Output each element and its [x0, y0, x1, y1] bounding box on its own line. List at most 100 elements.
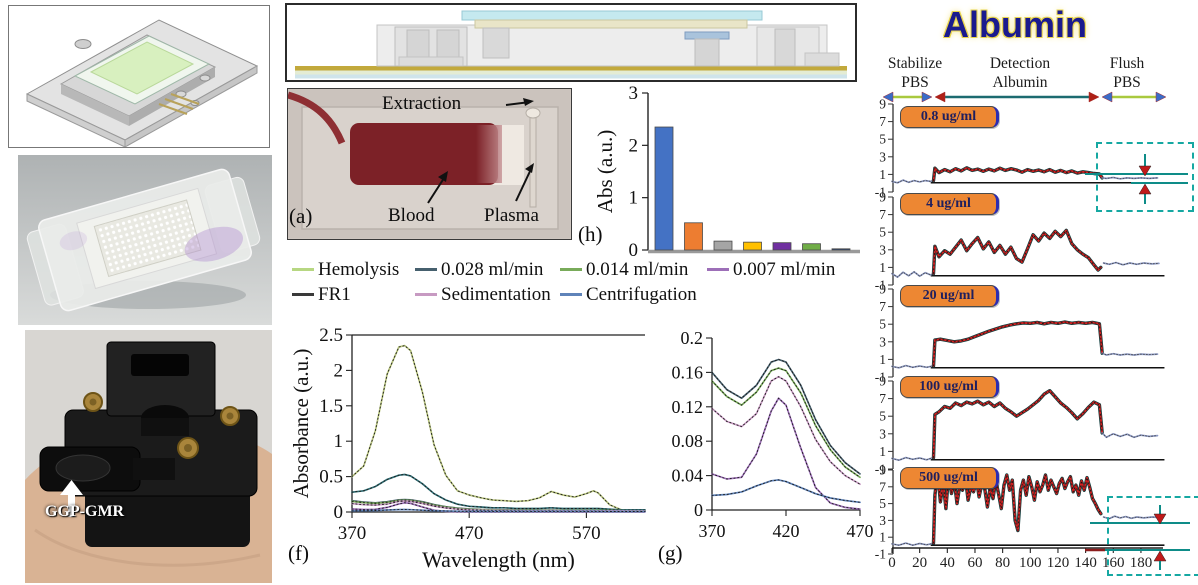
svg-text:7: 7 — [879, 207, 886, 222]
concentration-badge: 100 ug/ml — [900, 376, 999, 398]
cross-section-drawing — [295, 10, 847, 79]
delta-arrows-icon — [1085, 154, 1188, 204]
panel-a-label: (a) — [289, 204, 313, 228]
cross-section-schematic — [285, 3, 857, 82]
legend-label: Centrifugation — [586, 283, 697, 305]
device-photo — [25, 330, 272, 583]
svg-text:120: 120 — [1047, 555, 1070, 571]
svg-text:420: 420 — [773, 521, 800, 541]
legend-item-0028: 0.028 ml/min — [415, 257, 560, 282]
svg-text:9: 9 — [879, 374, 886, 389]
svg-text:1: 1 — [879, 260, 886, 275]
legend-item-0014: 0.014 ml/min — [560, 257, 707, 282]
phase-text: Albumin — [992, 74, 1048, 92]
svg-text:3: 3 — [879, 242, 886, 257]
svg-text:-1: -1 — [875, 462, 886, 477]
phase-text: Detection — [989, 55, 1051, 72]
svg-text:2.5: 2.5 — [319, 325, 343, 346]
panel-h-label: (h) — [578, 222, 603, 246]
svg-text:-1: -1 — [875, 278, 886, 293]
svg-text:5: 5 — [879, 496, 886, 511]
signal-delta-box — [1096, 142, 1194, 212]
svg-text:1: 1 — [629, 188, 639, 209]
svg-text:3: 3 — [879, 513, 886, 528]
legend-swatch — [415, 293, 437, 296]
blood-chip-drawing — [288, 89, 570, 238]
svg-text:5: 5 — [879, 132, 886, 147]
svg-text:1.5: 1.5 — [319, 396, 343, 417]
svg-text:1: 1 — [879, 530, 886, 545]
cad-chip-drawing — [25, 19, 259, 147]
svg-text:3: 3 — [629, 85, 639, 104]
svg-text:0: 0 — [334, 502, 344, 523]
chip-photo-drawing — [18, 155, 272, 325]
svg-text:7: 7 — [879, 479, 886, 494]
spectra-chart-f: 0 0.5 1 1.5 2 2.5 370 470 570 Absorbance (a.u.) Wa… — [289, 325, 646, 572]
svg-text:0: 0 — [694, 500, 703, 520]
svg-text:Absorbance (a.u.): Absorbance (a.u.) — [289, 349, 313, 499]
extraction-label: Extraction — [382, 93, 462, 114]
svg-text:-1: -1 — [875, 370, 886, 385]
legend-label: 0.014 ml/min — [586, 258, 689, 280]
plasma-label: Plasma — [484, 205, 539, 226]
concentration-badge: 20 ug/ml — [900, 285, 999, 307]
device-photo-drawing — [25, 330, 272, 583]
svg-text:180: 180 — [1130, 555, 1153, 571]
svg-text:3: 3 — [879, 334, 886, 349]
ggp-gmr-label: GGP-GMR — [45, 503, 125, 520]
svg-text:140: 140 — [1074, 555, 1097, 571]
chip-photo — [18, 155, 272, 325]
legend-swatch — [560, 293, 582, 296]
svg-text:2: 2 — [334, 360, 344, 381]
svg-text:7: 7 — [879, 299, 886, 314]
svg-text:5: 5 — [879, 317, 886, 332]
svg-text:1: 1 — [879, 444, 886, 459]
svg-text:100: 100 — [1019, 555, 1042, 571]
phase-text: Stabilize — [887, 55, 943, 72]
legend-item-0007: 0.007 ml/min — [707, 257, 857, 282]
svg-text:0.12: 0.12 — [672, 397, 704, 417]
albumin-title: Albumin — [943, 4, 1087, 45]
legend-swatch — [292, 293, 314, 296]
svg-text:9: 9 — [879, 190, 886, 205]
phase-label-flush: Flush PBS — [1092, 54, 1162, 93]
legend-label: Hemolysis — [318, 258, 400, 280]
legend-swatch — [560, 268, 582, 271]
spectra-legend: Hemolysis 0.028 ml/min 0.014 ml/min 0.00… — [292, 257, 857, 307]
annotation-arrows — [427, 98, 534, 204]
svg-text:2: 2 — [629, 135, 639, 156]
svg-text:0.16: 0.16 — [672, 362, 704, 382]
phase-label-detection: Detection Albumin — [958, 54, 1082, 93]
legend-item-centrifugation: Centrifugation — [560, 282, 707, 307]
svg-text:-1: -1 — [875, 547, 886, 562]
concentration-badge: 500 ug/ml — [900, 467, 999, 489]
svg-text:0.2: 0.2 — [681, 328, 704, 348]
svg-text:3: 3 — [879, 149, 886, 164]
phase-text: Flush — [1109, 55, 1145, 72]
panel-f-label: (f) — [288, 541, 309, 565]
legend-swatch — [292, 268, 314, 271]
svg-text:570: 570 — [572, 523, 601, 544]
svg-text:Wavelength (nm): Wavelength (nm) — [422, 547, 575, 572]
brass-screws — [83, 392, 240, 459]
svg-text:370: 370 — [338, 523, 367, 544]
legend-swatch — [415, 268, 437, 271]
svg-text:1: 1 — [879, 167, 886, 182]
svg-text:0: 0 — [888, 555, 896, 571]
ggp-gmr-arrow-icon — [60, 480, 83, 517]
svg-text:0.08: 0.08 — [672, 431, 704, 451]
svg-text:470: 470 — [455, 523, 484, 544]
svg-text:80: 80 — [995, 555, 1010, 571]
legend-label: 0.028 ml/min — [441, 258, 544, 280]
legend-item-sedimentation: Sedimentation — [415, 282, 560, 307]
svg-text:9: 9 — [879, 97, 886, 112]
phase-text: PBS — [901, 74, 929, 92]
svg-text:370: 370 — [699, 521, 726, 541]
legend-item-hemolysis: Hemolysis — [292, 257, 415, 282]
concentration-badge: 0.8 ug/ml — [900, 106, 999, 128]
svg-text:7: 7 — [879, 114, 886, 129]
cad-render-image — [8, 5, 270, 148]
svg-text:40: 40 — [940, 555, 955, 571]
blood-chip-photo — [287, 88, 572, 240]
svg-text:5: 5 — [879, 225, 886, 240]
